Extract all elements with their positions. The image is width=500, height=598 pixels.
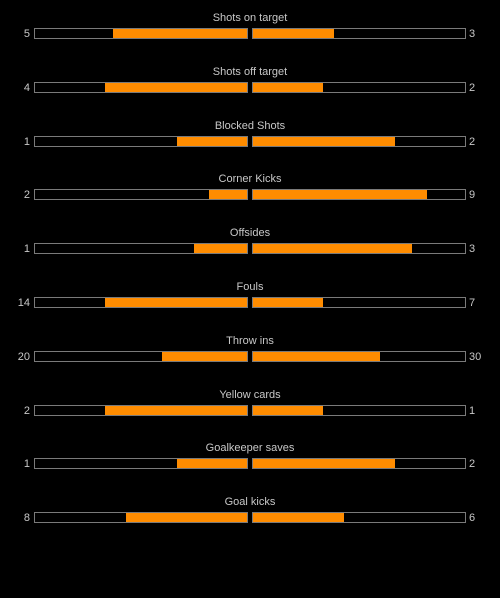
stat-label: Yellow cards [219,388,281,401]
stat-row: Blocked Shots 1 2 [0,119,500,159]
stat-row: Fouls 14 7 [0,280,500,320]
home-bar [34,81,248,93]
away-value: 7 [469,297,476,309]
stat-label: Throw ins [226,334,274,347]
home-bar [34,458,248,470]
home-value: 1 [23,243,30,256]
away-bar [252,404,466,416]
stat-row: Corner Kicks 2 9 [0,172,500,212]
home-bar-fill [113,29,247,38]
away-bar [252,512,466,524]
home-value: 8 [23,512,30,525]
away-value: 6 [469,512,476,525]
stat-label: Fouls [236,281,264,293]
away-bar [252,297,466,308]
stat-row: Yellow cards 2 1 [0,388,500,428]
stat-row: Goalkeeper saves 1 2 [0,441,500,481]
away-bar [252,189,466,201]
away-bar-fill [253,244,412,254]
away-bar-fill [253,136,396,146]
away-bar [252,135,466,147]
home-bar [34,28,248,39]
stat-label: Blocked Shots [214,119,286,132]
home-bar-fill [126,513,247,523]
stat-label: Offsides [229,227,271,240]
away-bar-fill [253,459,396,469]
away-bar [252,350,466,362]
stat-label: Shots on target [212,12,288,24]
home-bar-fill [177,136,247,146]
home-bar-fill [104,82,247,92]
stat-label: Shots off target [212,65,288,78]
stat-label: Corner Kicks [218,173,282,186]
home-bar-fill [104,405,247,415]
away-bar [252,28,466,39]
stat-label: Goalkeeper saves [205,442,295,455]
home-bar-fill [104,298,247,307]
away-value: 3 [469,28,476,40]
away-bar-fill [253,190,427,200]
home-value: 14 [17,297,30,309]
stat-label: Goal kicks [224,496,276,509]
home-value: 1 [23,135,30,148]
home-bar [34,404,248,416]
away-value: 2 [469,458,476,471]
away-value: 1 [469,404,476,417]
away-bar [252,81,466,93]
away-bar-fill [253,351,381,361]
away-bar-fill [253,82,323,92]
home-value: 1 [23,458,30,471]
away-value: 9 [469,189,476,202]
away-bar-fill [253,298,323,307]
stat-row: Shots off target 4 2 [0,65,500,105]
away-bar-fill [253,405,323,415]
home-value: 5 [23,28,30,40]
away-bar [252,243,466,255]
away-bar [252,458,466,470]
home-value: 2 [23,189,30,202]
home-bar [34,135,248,147]
stat-row: Shots on target 5 3 [0,11,500,51]
away-value: 2 [469,135,476,148]
home-bar [34,189,248,201]
stat-row: Throw ins 20 30 [0,334,500,374]
home-value: 4 [23,81,30,94]
home-value: 20 [17,350,30,363]
home-bar-fill [194,244,247,254]
home-bar [34,297,248,308]
stat-row: Goal kicks 8 6 [0,495,500,535]
home-bar-fill [177,459,247,469]
home-value: 2 [23,404,30,417]
away-value: 3 [469,243,476,256]
away-bar-fill [253,29,334,38]
home-bar-fill [208,190,247,200]
home-bar-fill [162,351,247,361]
home-bar [34,350,248,362]
home-bar [34,243,248,255]
stat-row: Offsides 1 3 [0,226,500,266]
away-bar-fill [253,513,345,523]
home-bar [34,512,248,524]
away-value: 2 [469,81,476,94]
away-value: 30 [469,350,482,363]
